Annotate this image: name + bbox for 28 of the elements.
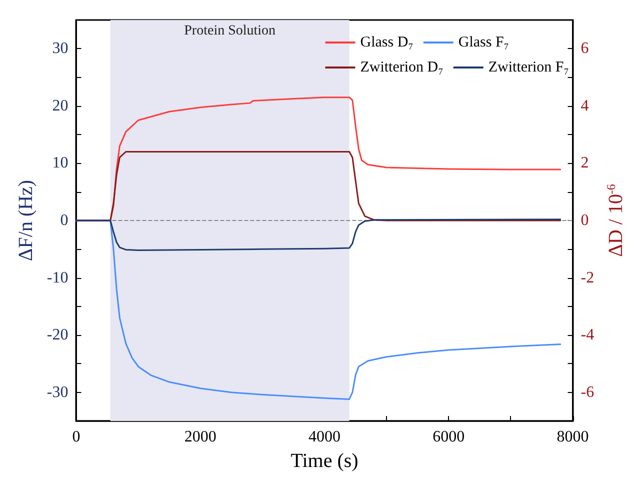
legend-label: Zwitterion F₇ xyxy=(488,60,569,76)
y-tick-label: 10 xyxy=(52,154,68,172)
y2-tick-label: 0 xyxy=(580,212,589,229)
y-tick-label: -20 xyxy=(46,326,68,344)
y-tick-label: -10 xyxy=(46,269,68,286)
y2-tick-label: 2 xyxy=(580,154,589,172)
y2-tick-label: -2 xyxy=(580,269,594,286)
legend-label: Zwitterion D₇ xyxy=(360,60,444,76)
y2-tick-label: -4 xyxy=(580,326,594,344)
line-series xyxy=(75,218,562,252)
x-tick-label: 0 xyxy=(72,428,80,446)
x-tick-label: 8000 xyxy=(556,428,589,446)
y-tick-label: 0 xyxy=(60,212,68,229)
y2-tick-label: 4 xyxy=(580,97,589,114)
legend-label: Glass D₇ xyxy=(360,34,414,50)
x-tick-label: 4000 xyxy=(308,428,340,446)
x-tick-label: 2000 xyxy=(184,428,216,446)
y2-axis-title: ΔD / 10-6 xyxy=(604,184,627,257)
y-tick-label: -30 xyxy=(46,384,68,401)
legend-label: Glass F₇ xyxy=(458,34,510,50)
x-tick-label: 6000 xyxy=(432,428,465,446)
y-axis-title: ΔF/n (Hz) xyxy=(15,180,37,262)
y2-tick-label: -6 xyxy=(580,384,594,401)
y2-tick-label: 6 xyxy=(580,40,589,58)
band-label: Protein Solution xyxy=(184,24,276,38)
y-tick-label: 20 xyxy=(52,97,68,114)
y-tick-label: 30 xyxy=(52,40,68,58)
x-axis-title: Time (s) xyxy=(290,450,358,472)
